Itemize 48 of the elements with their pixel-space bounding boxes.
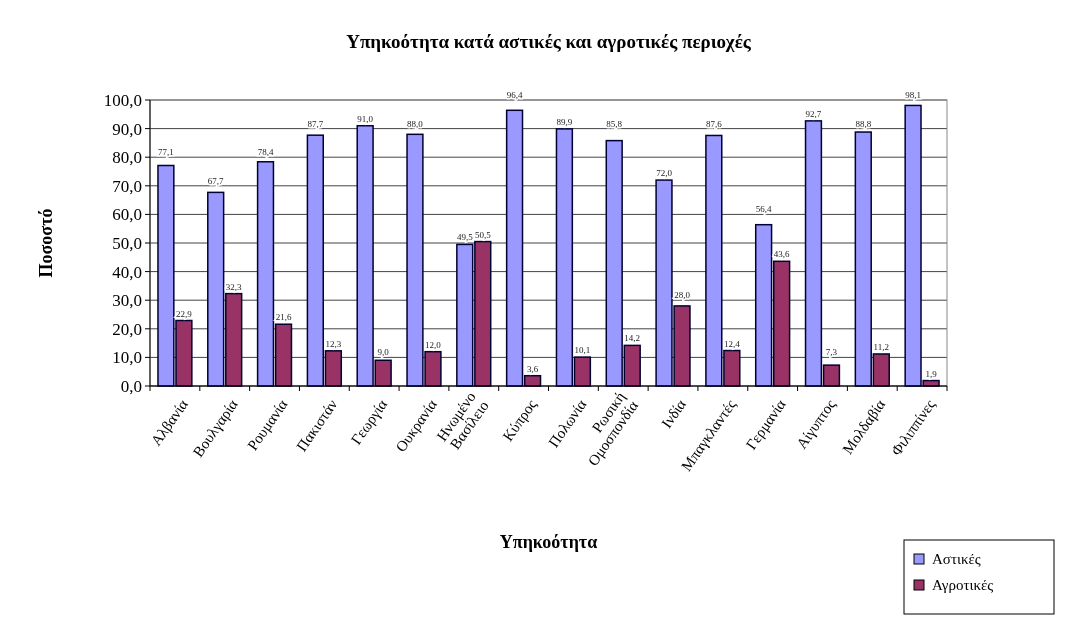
data-label: 12,4 [723,338,741,349]
data-label: 87,6 [705,118,723,129]
legend-label: Αγροτικές [932,577,994,594]
data-label: 50,5 [474,229,492,240]
data-label: 88,0 [407,118,424,129]
y-tick-label: 70,0 [112,176,142,196]
data-label: 96,4 [506,90,523,100]
data-label: 22,9 [176,308,193,319]
x-axis-title: Υπηκοότητα [499,532,598,552]
data-label: 7,3 [825,347,838,358]
data-label: 12,0 [425,339,442,350]
data-label: 98,1 [905,90,921,100]
data-label: 28,0 [674,290,691,301]
y-tick-label: 60,0 [112,205,142,225]
y-tick-label: 80,0 [112,148,142,168]
data-label: 49,5 [456,232,474,243]
y-tick-label: 100,0 [103,90,142,110]
data-label: 3,6 [526,363,539,374]
legend-label: Αστικές [932,551,981,568]
data-label: 21,6 [275,312,292,323]
data-label: 14,2 [624,333,641,344]
y-tick-label: 30,0 [112,291,142,311]
y-tick-label: 50,0 [112,233,142,253]
data-label: 85,8 [606,118,623,129]
y-tick-label: 0,0 [120,376,142,396]
data-label: 72,0 [656,168,673,179]
data-label: 78,4 [257,147,274,158]
data-label: 43,6 [773,249,791,260]
data-label: 67,7 [207,175,225,186]
data-label: 77,1 [158,147,174,158]
data-label: 10,1 [574,345,591,356]
chart-title: Υπηκοότητα κατά αστικές και αγροτικές περιοχές [346,31,752,52]
data-label: 32,3 [225,281,243,292]
data-label: 11,2 [873,341,889,352]
y-tick-label: 20,0 [112,319,142,339]
data-label: 92,7 [805,108,822,119]
y-tick-label: 90,0 [112,119,142,139]
y-tick-label: 40,0 [112,262,142,282]
data-label: 12,3 [325,338,342,349]
data-label: 87,7 [307,118,324,129]
data-label: 1,9 [925,368,938,379]
data-label: 91,0 [357,113,374,124]
data-label: 89,9 [556,116,573,127]
data-label: 56,4 [755,204,773,215]
y-axis-title: Ποσοστό [36,208,56,278]
data-label: 88,8 [855,118,872,129]
data-label: 9,0 [377,347,390,358]
y-tick-label: 10,0 [112,348,142,368]
